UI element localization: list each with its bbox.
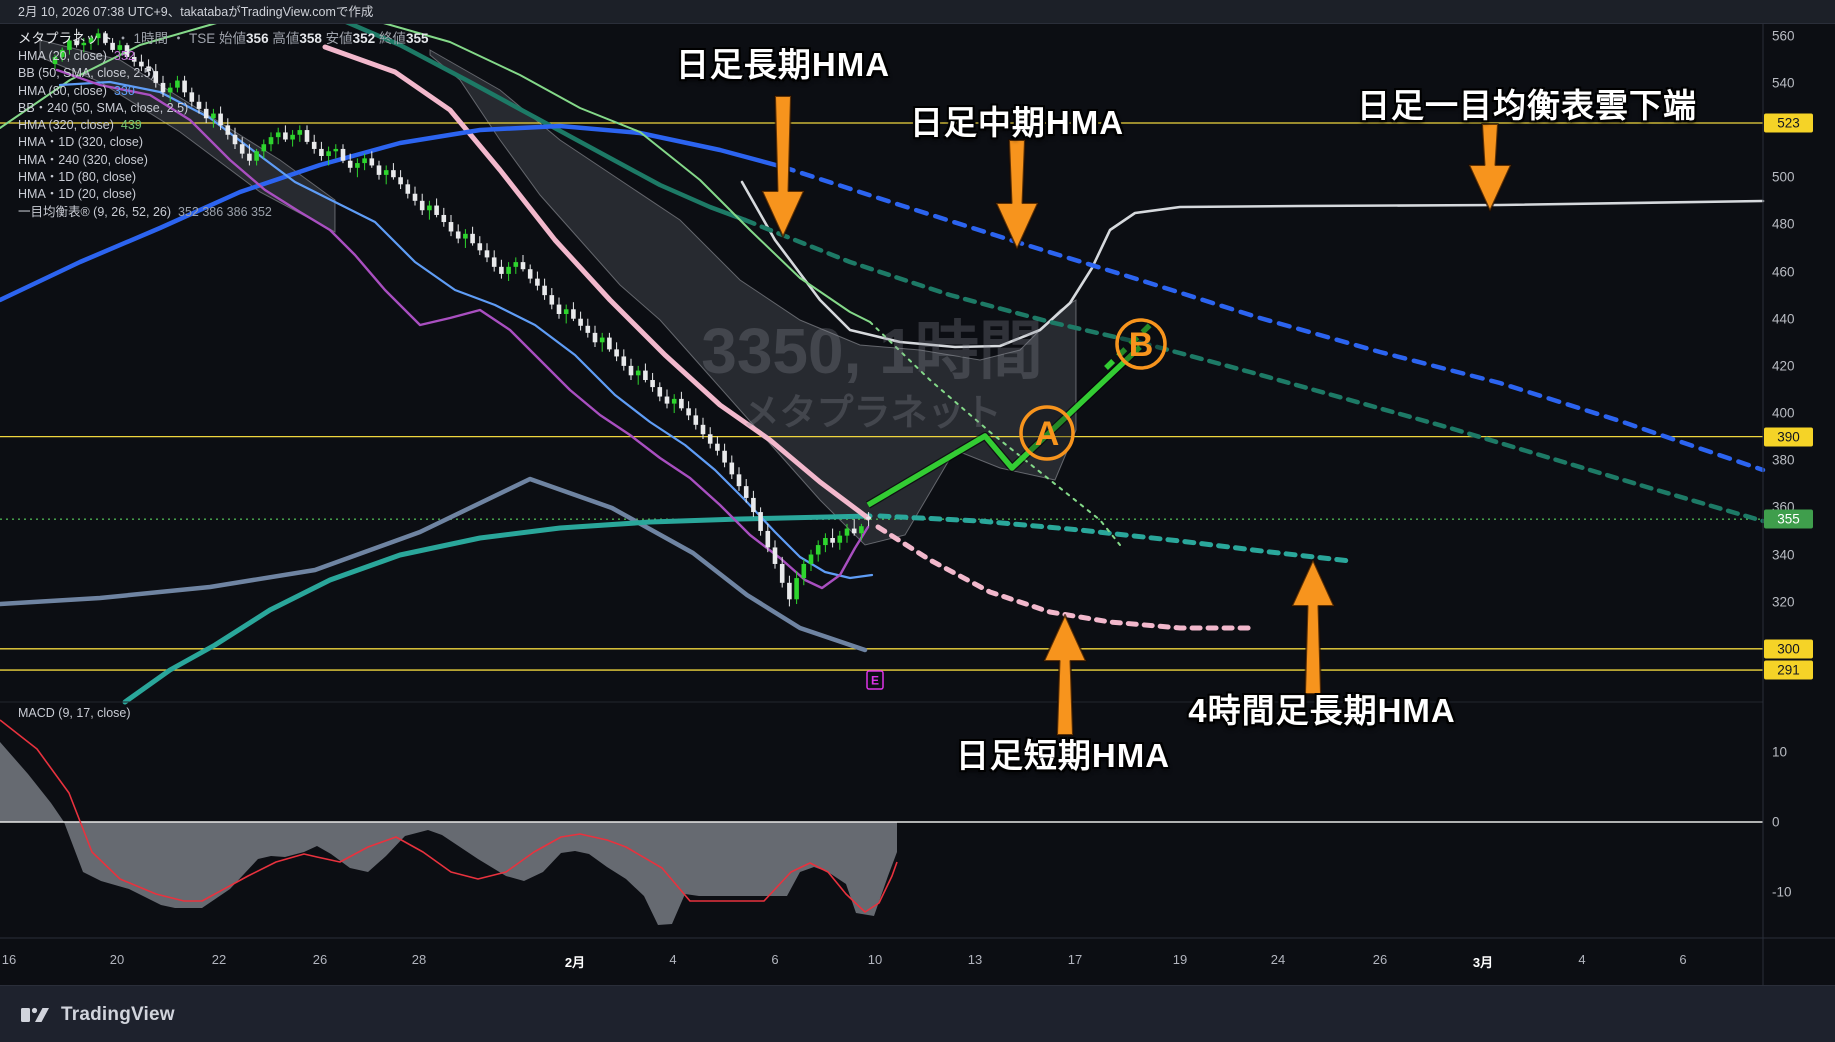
point-marker-circle-a[interactable] xyxy=(1019,405,1075,461)
hma320-1h-solid[interactable] xyxy=(0,13,871,323)
legend-indicator-row-6[interactable]: HMA・240 (320, close) xyxy=(18,152,148,167)
price-tick-560: 560 xyxy=(1772,28,1795,44)
candlesticks[interactable] xyxy=(52,28,871,607)
macd-tick-10: 10 xyxy=(1772,744,1788,760)
date-tick-2: 22 xyxy=(211,952,227,967)
point-marker-circle-b[interactable] xyxy=(1115,318,1167,370)
daily-short-hma-projection[interactable] xyxy=(875,524,1253,631)
watermark-name: メタプラネット xyxy=(742,392,1002,433)
h4-long-hma-solid[interactable] xyxy=(122,513,873,705)
earnings-event-label: E xyxy=(871,674,879,688)
macd-tick--10: -10 xyxy=(1772,884,1792,900)
macd-tick-0: 0 xyxy=(1772,814,1780,830)
date-tick-16: 6 xyxy=(1679,952,1687,967)
daily-mid-hma-solid[interactable] xyxy=(0,123,786,303)
screenshot-header: 2月 10, 2026 07:38 UTC+9、takatabaがTrading… xyxy=(0,0,1835,24)
price-tick-460: 460 xyxy=(1772,264,1795,280)
date-tick-3: 26 xyxy=(312,952,328,967)
hma20-1h[interactable] xyxy=(55,68,870,590)
price-badge-300: 300 xyxy=(1764,639,1813,659)
legend-indicator-row-7[interactable]: HMA・1D (80, close) xyxy=(18,170,137,185)
macd-histogram-area xyxy=(0,742,897,925)
ichimoku-cloud-main xyxy=(429,49,1077,546)
date-tick-7: 6 xyxy=(771,952,779,967)
legend-symbol: メタプラネット xyxy=(18,31,113,46)
price-tick-540: 540 xyxy=(1772,75,1795,91)
price-badge-390: 390 xyxy=(1764,427,1813,447)
macd-signal-line[interactable] xyxy=(0,719,898,913)
price-tick-320: 320 xyxy=(1772,594,1795,610)
macd-legend-row[interactable]: MACD (9, 17, close) xyxy=(18,706,131,720)
legend-indicator-row-3[interactable]: BB・240 (50, SMA, close, 2.5) xyxy=(18,100,189,115)
legend-indicator-row-5[interactable]: HMA・1D (320, close) xyxy=(18,135,144,150)
daily-long-hma-projection[interactable] xyxy=(742,217,1766,524)
tradingview-brand-text: TradingView xyxy=(61,1003,175,1025)
daily-long-hma-solid[interactable] xyxy=(327,12,748,223)
legend-indicator-row-4[interactable]: HMA (320, close) 439 xyxy=(18,118,142,133)
price-tick-440: 440 xyxy=(1772,311,1795,327)
date-tick-9: 13 xyxy=(967,952,983,967)
tradingview-logo-icon[interactable]: TradingView xyxy=(20,1004,175,1026)
point-marker-label-a: A xyxy=(1035,415,1060,453)
annotation-text-4[interactable]: 日足短期HMA xyxy=(955,737,1171,774)
annotation-text-0[interactable]: 日足長期HMA xyxy=(675,46,891,83)
bb240-lower-band[interactable] xyxy=(0,476,868,653)
price-badge-523: 523 xyxy=(1764,113,1813,133)
earnings-event-badge[interactable] xyxy=(866,670,884,690)
legend-indicator-row-8[interactable]: HMA・1D (20, close) xyxy=(18,187,137,202)
date-tick-4: 28 xyxy=(411,952,427,967)
price-tick-400: 400 xyxy=(1772,405,1795,421)
daily-mid-hma-projection[interactable] xyxy=(780,164,1766,473)
date-tick-8: 10 xyxy=(867,952,883,967)
annotation-arrow-0[interactable] xyxy=(761,95,805,238)
price-badge-355: 355 xyxy=(1764,509,1813,529)
annotation-arrow-3[interactable] xyxy=(1291,559,1335,695)
price-tick-500: 500 xyxy=(1772,169,1795,185)
indicator-legend: メタプラネット ・ 1時間 ・ TSE 始値356 高値358 安値352 終値… xyxy=(18,30,428,221)
footer-bar: TradingView xyxy=(0,985,1835,1042)
date-tick-13: 26 xyxy=(1372,952,1388,967)
screenshot-title: 2月 10, 2026 07:38 UTC+9、takatabaがTrading… xyxy=(18,5,374,19)
h4-long-hma-projection[interactable] xyxy=(877,513,1353,564)
date-tick-10: 17 xyxy=(1067,952,1083,967)
ichimoku-daily-cloud-bottom-line[interactable] xyxy=(740,180,1765,349)
symbol-legend-row[interactable]: メタプラネット ・ 1時間 ・ TSE 始値356 高値358 安値352 終値… xyxy=(18,31,429,46)
annotation-arrow-1[interactable] xyxy=(995,139,1039,250)
legend-indicator-row-1[interactable]: BB (50, SMA, close, 2.5) xyxy=(18,66,155,81)
point-marker-label-b: B xyxy=(1129,326,1154,364)
legend-indicator-row-9[interactable]: 一目均衡表® (9, 26, 52, 26) 352 386 386 352 xyxy=(18,204,272,219)
annotation-arrow-2[interactable] xyxy=(1468,123,1512,212)
date-tick-14: 3月 xyxy=(1472,955,1494,970)
price-tick-420: 420 xyxy=(1772,358,1795,374)
legend-indicator-row-2[interactable]: HMA (80, close) 330 xyxy=(18,83,135,98)
date-tick-0: 16 xyxy=(1,952,17,967)
price-tick-340: 340 xyxy=(1772,547,1795,562)
date-tick-1: 20 xyxy=(109,952,125,967)
date-tick-11: 19 xyxy=(1172,952,1188,967)
annotation-text-1[interactable]: 日足中期HMA xyxy=(909,104,1125,141)
watermark-symbol: 3350, 1時間 xyxy=(701,315,1043,387)
legend-indicator-row-0[interactable]: HMA (20, close) 352 xyxy=(18,49,135,63)
price-tick-480: 480 xyxy=(1772,216,1795,232)
annotation-text-3[interactable]: 4時間足長期HMA xyxy=(1188,692,1456,729)
date-tick-6: 4 xyxy=(669,952,677,967)
trade-path-line[interactable] xyxy=(866,345,1142,508)
daily-short-hma-solid[interactable] xyxy=(322,44,871,521)
annotation-text-2[interactable]: 日足一目均衡表雲下端 xyxy=(1357,87,1697,124)
hma80-1h[interactable] xyxy=(58,80,874,580)
price-tick-380: 380 xyxy=(1772,452,1795,468)
annotation-arrow-4[interactable] xyxy=(1043,614,1087,736)
date-tick-12: 24 xyxy=(1270,952,1286,967)
date-tick-5: 2月 xyxy=(564,955,586,970)
date-tick-15: 4 xyxy=(1578,952,1586,967)
trade-path-dash-marker xyxy=(1104,321,1154,370)
price-badge-291: 291 xyxy=(1764,660,1813,680)
